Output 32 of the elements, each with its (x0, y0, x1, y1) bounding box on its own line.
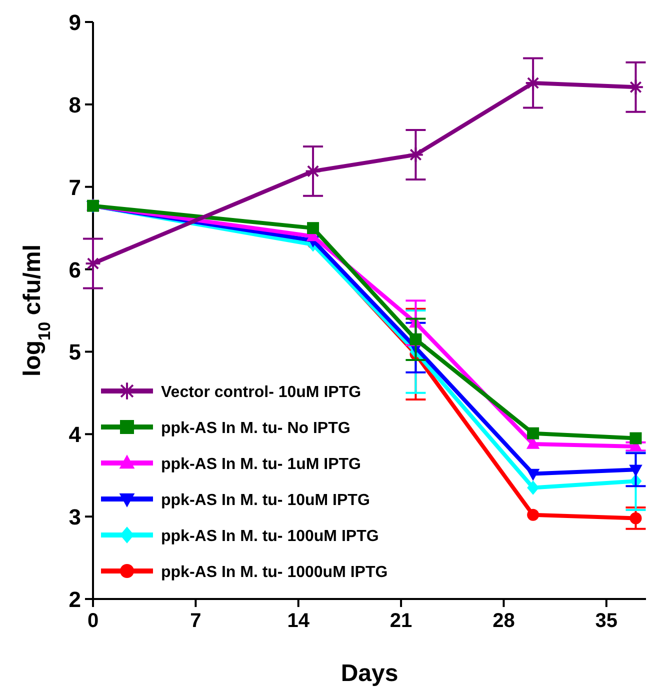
y-tick-label: 8 (68, 92, 81, 118)
y-tick-label: 7 (68, 174, 81, 200)
x-tick-label: 14 (287, 610, 310, 632)
point (629, 464, 642, 477)
legend-label: ppk-AS In M. tu- 1uM IPTG (161, 456, 361, 473)
point (527, 480, 540, 495)
x-tick-label: 35 (595, 610, 618, 632)
y-tick-label: 2 (68, 587, 81, 612)
x-tick-label: 28 (492, 610, 515, 632)
x-axis-title: Days (340, 660, 398, 687)
y-tick-label: 9 (68, 10, 81, 35)
y-tick-label: 6 (68, 257, 81, 282)
point (304, 162, 322, 180)
y-tick-label: 5 (68, 340, 81, 365)
y-tick-label: 4 (68, 422, 82, 448)
legend-label: ppk-AS In M. tu- No IPTG (161, 420, 350, 437)
x-tick-label: 7 (190, 610, 202, 632)
point (527, 508, 540, 521)
point (527, 427, 540, 440)
x-tick-label: 0 (87, 610, 99, 632)
legend-label: ppk-AS In M. tu- 10uM IPTG (161, 492, 370, 509)
legend-label: ppk-AS In M. tu- 1000uM IPTG (161, 564, 388, 581)
legend-label: ppk-AS In M. tu- 100uM IPTG (161, 528, 379, 545)
x-tick-label: 21 (390, 610, 412, 632)
point (408, 146, 424, 163)
y-tick-label: 3 (68, 504, 81, 530)
point (630, 512, 642, 524)
point (410, 333, 422, 346)
point (630, 432, 642, 444)
legend-label: Vector control- 10uM IPTG (161, 384, 362, 401)
point (307, 222, 320, 234)
point (526, 468, 540, 481)
